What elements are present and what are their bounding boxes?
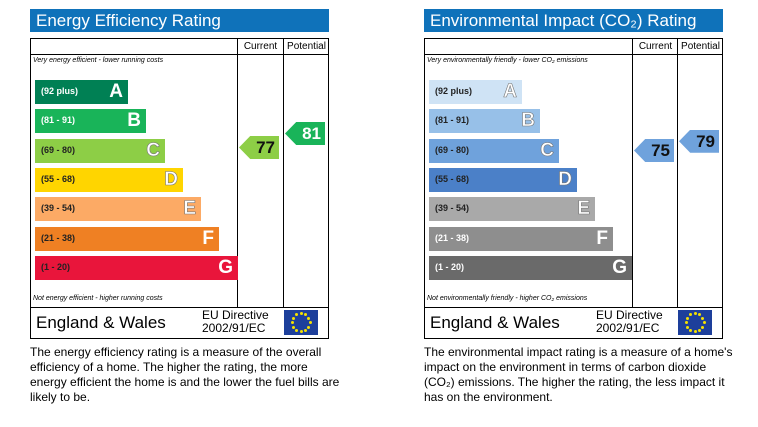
top-note: Very environmentally friendly - lower CO… [427,57,588,64]
band-range: (69 - 80) [41,144,76,155]
band-f: (21 - 38) F [35,226,219,251]
band-range: (39 - 54) [435,203,470,214]
band-c: (69 - 80) C [35,138,165,163]
band-d: (55 - 68) D [429,167,577,192]
chart-title: Environmental Impact (CO₂) Rating [424,9,723,32]
band-letter: D [558,168,572,191]
current-rating-arrow: 75 [634,139,674,162]
rating-table: Current Potential Very environmentally f… [424,38,723,339]
band-g: (1 - 20) G [429,255,632,280]
eu-flag-icon [284,310,318,335]
band-range: (92 plus) [41,86,79,96]
region-label: England & Wales [36,313,166,332]
band-letter: B [521,110,535,132]
description: The environmental impact rating is a mea… [424,345,733,404]
band-letter: C [540,139,554,161]
bottom-note: Not energy efficient - higher running co… [33,295,163,302]
current-header: Current [632,39,678,54]
band-range: (21 - 38) [41,232,76,243]
potential-rating-arrow: 81 [285,122,325,145]
band-c: (69 - 80) C [429,138,559,163]
band-letter: E [577,198,590,220]
band-g: (1 - 20) G [35,255,238,280]
band-range: (1 - 20) [435,261,465,272]
band-a: (92 plus) A [429,80,522,104]
current-header: Current [237,39,283,54]
band-b: (81 - 91) B [429,109,540,134]
band-f: (21 - 38) F [429,226,613,251]
band-range: (81 - 91) [435,115,470,126]
eu-flag-icon [678,310,712,335]
current-rating-arrow: 77 [239,136,279,159]
band-range: (92 plus) [435,86,473,96]
chart-title: Energy Efficiency Rating [30,9,329,32]
band-e: (39 - 54) E [35,197,201,222]
band-letter: G [612,256,627,278]
potential-header: Potential [677,39,723,54]
band-range: (55 - 68) [41,173,76,184]
band-range: (55 - 68) [435,173,470,184]
band-a: (92 plus) A [35,80,128,104]
band-letter: A [109,81,123,102]
band-letter: C [146,139,160,161]
band-letter: D [164,168,178,191]
directive-label: EU Directive 2002/91/EC [596,308,663,335]
band-letter: F [202,227,214,249]
potential-header: Potential [283,39,329,54]
band-d: (55 - 68) D [35,167,183,192]
band-letter: B [127,110,141,132]
region-label: England & Wales [430,313,560,332]
band-b: (81 - 91) B [35,109,146,134]
potential-rating-arrow: 79 [679,129,719,153]
directive-label: EU Directive 2002/91/EC [202,308,269,335]
band-letter: G [218,256,233,278]
band-range: (39 - 54) [41,203,76,214]
top-note: Very energy efficient - lower running co… [33,57,164,64]
band-range: (69 - 80) [435,144,470,155]
bottom-note: Not environmentally friendly - higher CO… [427,295,588,302]
band-letter: F [596,227,608,249]
band-letter: A [503,81,517,103]
description: The energy efficiency rating is a measur… [30,345,340,404]
band-letter: E [183,198,196,220]
band-range: (21 - 38) [435,232,470,243]
rating-table: Current Potential Very energy efficient … [30,38,329,339]
band-range: (81 - 91) [41,115,76,126]
band-range: (1 - 20) [41,261,71,272]
band-e: (39 - 54) E [429,197,595,222]
